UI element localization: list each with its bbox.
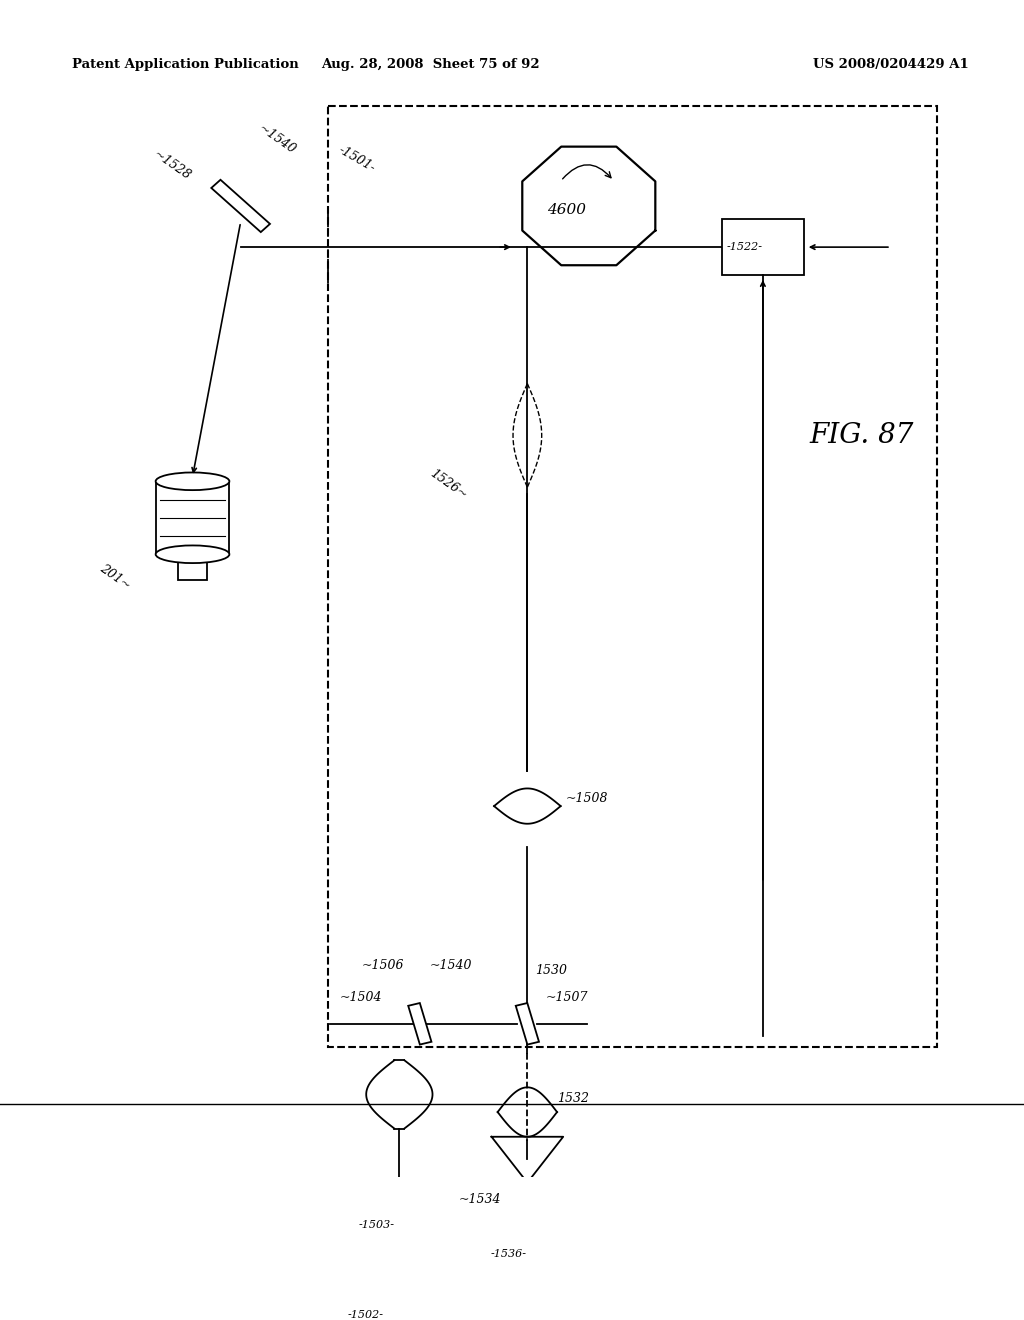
Text: ~1540: ~1540: [256, 121, 298, 157]
Polygon shape: [211, 180, 270, 232]
Bar: [485, 1312, 569, 1320]
Text: 4600: 4600: [547, 203, 587, 218]
Text: ~1508: ~1508: [565, 792, 608, 805]
Bar: [328, 106, 937, 1047]
Text: -1503-: -1503-: [358, 1220, 394, 1230]
Polygon shape: [516, 1003, 539, 1044]
Text: 1526~: 1526~: [427, 467, 470, 502]
Bar: [722, 219, 804, 276]
Polygon shape: [409, 1003, 431, 1044]
Bar: [156, 482, 229, 554]
Text: -1536-: -1536-: [490, 1250, 526, 1259]
Text: -1502-: -1502-: [348, 1309, 384, 1320]
Text: 201~: 201~: [97, 561, 133, 591]
Text: ~1504: ~1504: [340, 990, 382, 1003]
Bar: [178, 554, 207, 579]
Bar: [485, 1230, 569, 1279]
Text: ~1507: ~1507: [546, 990, 588, 1003]
Bar: [353, 1200, 437, 1250]
Text: -1522-: -1522-: [727, 242, 763, 252]
Text: US 2008/0204429 A1: US 2008/0204429 A1: [813, 58, 969, 71]
Bar: [514, 1188, 541, 1209]
Ellipse shape: [156, 473, 229, 490]
Bar: [343, 1276, 443, 1320]
Ellipse shape: [156, 545, 229, 564]
Text: ~1506: ~1506: [361, 960, 404, 973]
Text: -1501-: -1501-: [336, 143, 377, 174]
Text: FIG. 87: FIG. 87: [809, 422, 913, 449]
Text: ~1540: ~1540: [430, 960, 472, 973]
Text: Patent Application Publication: Patent Application Publication: [72, 58, 298, 71]
Text: ~1528: ~1528: [151, 148, 193, 183]
Text: 1530: 1530: [536, 964, 567, 977]
Text: Aug. 28, 2008  Sheet 75 of 92: Aug. 28, 2008 Sheet 75 of 92: [321, 58, 540, 71]
Text: 1532: 1532: [557, 1092, 590, 1105]
Text: ~1534: ~1534: [459, 1193, 502, 1205]
